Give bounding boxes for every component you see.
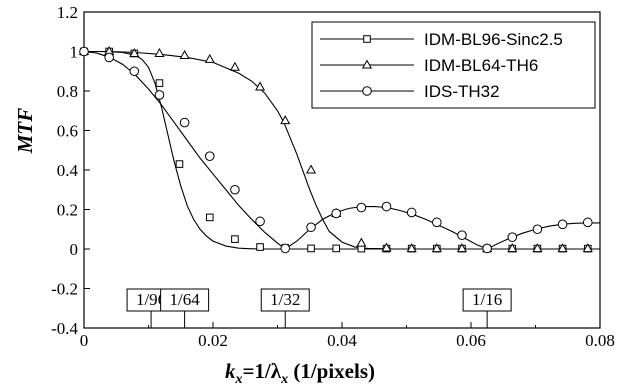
data-point (432, 217, 442, 228)
x-tick-label: 0.02 (198, 331, 228, 350)
legend-entry-label: IDM-BL96-Sinc2.5 (424, 30, 563, 49)
data-point (154, 47, 165, 57)
data-point (204, 53, 215, 63)
y-tick-label: -0.4 (51, 319, 78, 338)
data-point (356, 202, 367, 213)
y-tick-label: 1 (70, 43, 79, 62)
y-tick-label: 0.8 (57, 82, 78, 101)
x-tick-label: 0.04 (327, 331, 357, 350)
y-tick-label: -0.2 (51, 280, 78, 299)
annotation-label: 1/96 (136, 290, 166, 309)
data-point (307, 244, 315, 253)
data-point (356, 237, 367, 247)
data-point (582, 243, 593, 253)
data-point (204, 151, 215, 161)
data-point (280, 243, 291, 254)
data-point (179, 117, 190, 128)
series-line (84, 50, 600, 250)
data-point (306, 222, 316, 233)
x-axis-title: kx=1/λx (1/pixels) (225, 359, 375, 385)
annotation-label: 1/64 (170, 290, 201, 309)
x-tick-label: 0.06 (456, 331, 486, 350)
y-tick-label: 0.4 (57, 161, 79, 180)
data-point (456, 243, 468, 253)
data-point (255, 216, 265, 227)
x-axis-title-part: x (234, 372, 242, 385)
x-tick-label: 0.08 (585, 331, 615, 350)
data-point (129, 66, 140, 77)
data-point (280, 115, 291, 125)
data-point (256, 243, 264, 251)
data-point (532, 224, 543, 235)
annotation-box (462, 288, 512, 312)
data-point (557, 219, 568, 230)
x-axis-title-part: k (225, 359, 236, 383)
y-tick-label: 0 (70, 240, 79, 259)
legend-swatch-marker (361, 59, 373, 69)
y-tick-label: 0.2 (57, 201, 78, 220)
data-point (231, 235, 239, 243)
legend-swatch-marker (363, 35, 371, 43)
data-point (406, 207, 417, 218)
data-point (381, 201, 392, 212)
data-point (381, 242, 392, 252)
data-point (230, 184, 240, 195)
data-point (431, 243, 442, 253)
legend-entry-label: IDM-BL64-TH6 (424, 56, 538, 75)
data-point (507, 232, 518, 242)
legend: IDM-BL96-Sinc2.5 IDM-BL64-TH6 IDS-TH32 (311, 21, 596, 109)
data-point (179, 49, 190, 59)
annotation-box (260, 288, 310, 312)
data-point (557, 243, 568, 253)
x-axis-title-part: =1/λ (242, 359, 281, 383)
plot-axes: -0.4 -0.2 0 0.2 0.4 0.6 0.8 1 1.2 0 0.02 0.04 0.06 0.… (51, 3, 615, 350)
data-point (154, 90, 165, 100)
x-axis-title-part: x (280, 372, 288, 385)
data-point (532, 243, 543, 253)
data-point (406, 243, 417, 253)
y-tick-label: 1.2 (57, 3, 78, 22)
data-point (229, 61, 240, 71)
legend-swatch-marker (362, 86, 372, 96)
data-point (482, 243, 492, 254)
series-markers (78, 45, 593, 254)
x-axis-title-part: (1/pixels) (288, 359, 375, 383)
annotation-label: 1/16 (472, 290, 502, 309)
data-point (175, 160, 184, 168)
x-tick-label: 0 (80, 331, 89, 350)
y-tick-label: 0.6 (57, 122, 78, 141)
data-point (582, 217, 593, 228)
data-point (129, 47, 140, 57)
frequency-annotations: 1/96 1/64 1/32 1/16 (126, 288, 512, 328)
data-point (205, 213, 214, 222)
data-point (255, 81, 266, 91)
data-point (331, 208, 341, 219)
data-point (507, 243, 518, 253)
data-point (457, 230, 467, 240)
legend-entry-label: IDS-TH32 (424, 82, 500, 101)
annotation-label: 1/32 (270, 290, 300, 309)
annotation-box (160, 288, 210, 312)
data-point (332, 244, 340, 253)
data-point (305, 164, 317, 174)
data-point (104, 52, 114, 63)
data-point (155, 79, 164, 87)
data-point (79, 46, 89, 57)
y-axis-title: MTF (13, 108, 37, 155)
